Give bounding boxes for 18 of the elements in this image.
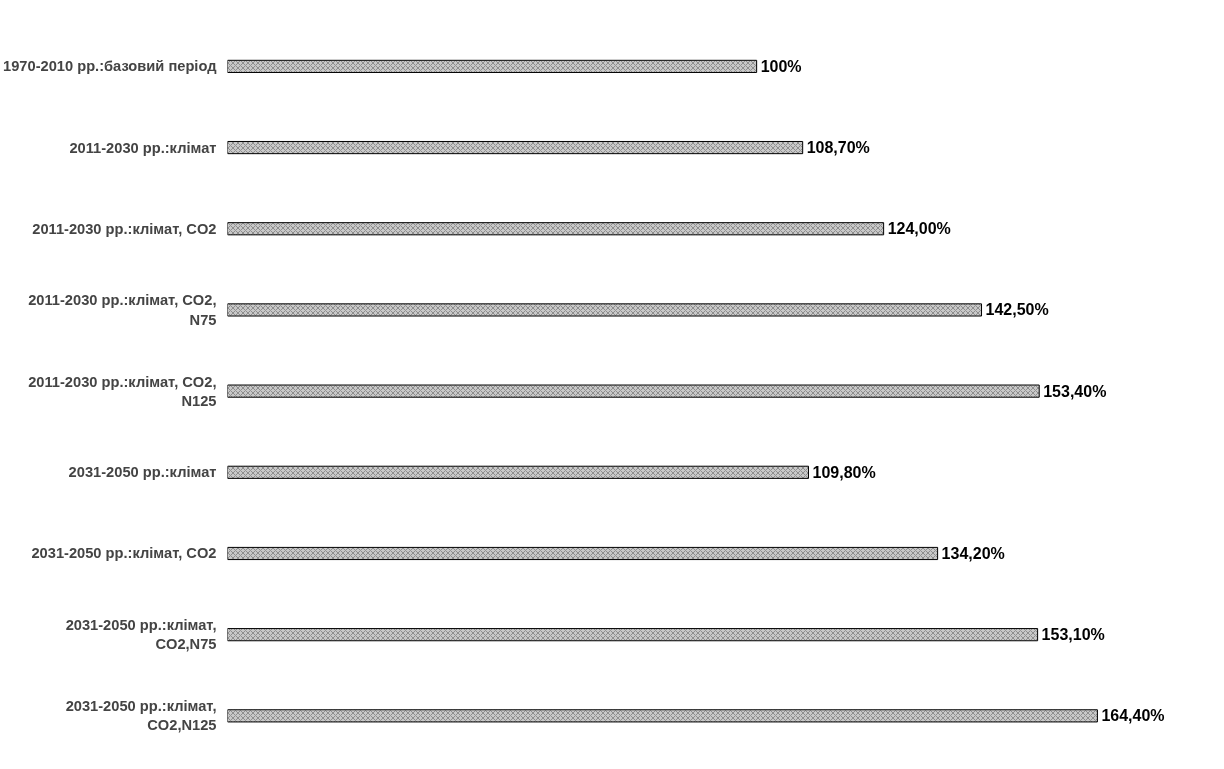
y-tick-label: 2031-2050 рр.:клімат, CO2 — [31, 545, 217, 562]
y-tick-label: 2011-2030 рр.:клімат, CO2, N75 — [28, 292, 217, 328]
data-label: 134,20% — [941, 544, 1005, 562]
y-tick-label: 2011-2030 рр.:клімат, CO2 — [32, 220, 217, 237]
y-tick-label: 2031-2050 рр.:клімат, CO2,N125 — [65, 698, 217, 734]
y-tick-label: 2031-2050 рр.:клімат, CO2,N75 — [65, 617, 217, 653]
data-label: 108,70% — [806, 139, 870, 157]
data-label: 153,10% — [1041, 626, 1105, 644]
data-label: 109,80% — [812, 463, 876, 481]
data-label: 164,40% — [1101, 707, 1165, 725]
y-tick-label: 2011-2030 рр.:клімат — [69, 139, 217, 156]
y-tick-label: 2031-2050 рр.:клімат — [68, 464, 217, 481]
data-label: 124,00% — [887, 220, 951, 238]
data-label: 100% — [760, 57, 802, 75]
y-tick-label: 2011-2030 рр.:клімат, CO2, N125 — [28, 373, 217, 409]
y-tick-label: 1970-2010 рр.:базовий період — [3, 58, 218, 75]
data-label: 142,50% — [985, 301, 1049, 319]
data-label: 153,40% — [1043, 382, 1107, 400]
